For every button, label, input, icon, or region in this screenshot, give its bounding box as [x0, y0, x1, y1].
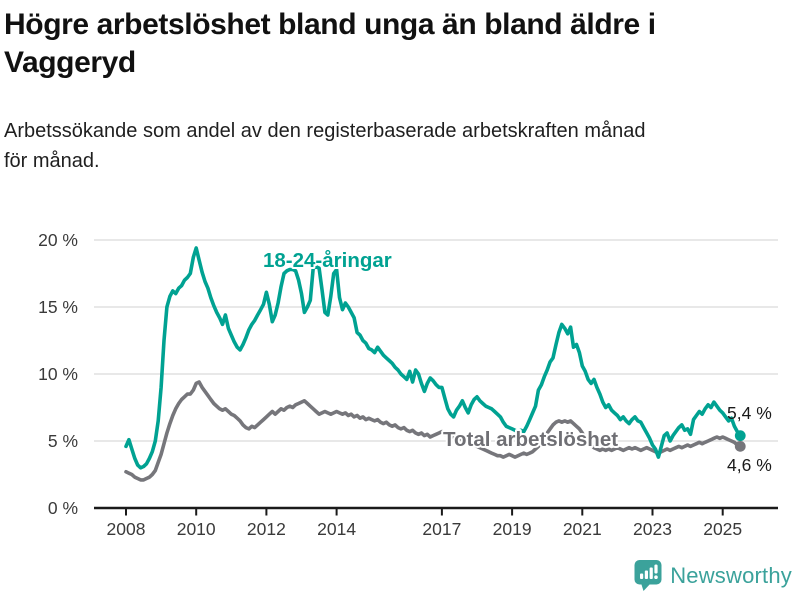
x-tick-label: 2008 [107, 519, 146, 539]
page-title-line2: Vaggeryd [4, 46, 136, 79]
y-axis-label: 15 % [38, 297, 78, 317]
page-title: Högre arbetslöshet bland unga än bland ä… [4, 6, 796, 82]
y-axis-label: 5 % [48, 431, 78, 451]
x-tick-label: 2021 [563, 519, 602, 539]
end-value-label: 4,6 % [727, 455, 772, 475]
x-tick-label: 2014 [317, 519, 356, 539]
newsworthy-logo-icon [634, 560, 662, 591]
series-line-18-24-åringar [124, 246, 743, 470]
x-tick-label: 2012 [247, 519, 286, 539]
series-line-total-arbetslöshet [124, 380, 743, 482]
series-label: Total arbetslöshet [443, 428, 618, 451]
brand-name: Newsworthy [670, 562, 792, 588]
end-value-label: 5,4 % [727, 403, 772, 423]
y-axis-label: 0 % [48, 498, 78, 518]
x-tick-label: 2017 [422, 519, 461, 539]
y-axis-label: 10 % [38, 364, 78, 384]
x-tick-label: 2019 [493, 519, 532, 539]
x-tick-label: 2023 [633, 519, 672, 539]
x-tick-label: 2025 [703, 519, 742, 539]
page-subtitle: Arbetssökande som andel av den registerb… [4, 116, 784, 176]
brand-footer: Newsworthy [633, 559, 792, 592]
page-subtitle-line2: för månad. [4, 150, 100, 172]
page-title-line1: Högre arbetslöshet bland unga än bland ä… [4, 8, 656, 41]
x-tick-label: 2010 [177, 519, 216, 539]
y-axis-label: 20 % [38, 230, 78, 250]
page-subtitle-line1: Arbetssökande som andel av den registerb… [4, 120, 646, 142]
series-label: 18-24-åringar [263, 249, 392, 272]
series-end-dot [734, 430, 746, 442]
series-end-dot [734, 440, 746, 452]
